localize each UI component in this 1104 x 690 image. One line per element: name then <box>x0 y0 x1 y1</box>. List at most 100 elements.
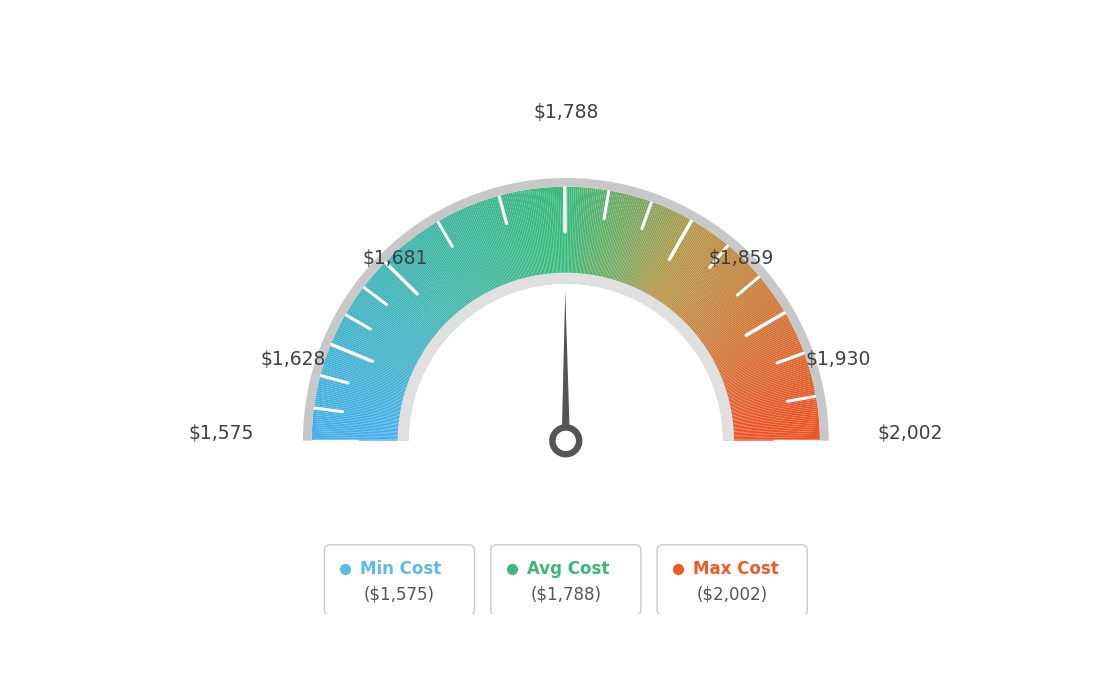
Wedge shape <box>721 401 817 417</box>
Wedge shape <box>517 191 537 287</box>
Wedge shape <box>412 237 471 316</box>
Wedge shape <box>333 336 423 377</box>
Wedge shape <box>470 205 508 295</box>
Wedge shape <box>381 266 453 333</box>
Wedge shape <box>691 286 769 346</box>
Wedge shape <box>709 335 797 376</box>
Wedge shape <box>534 188 548 285</box>
Wedge shape <box>689 282 765 344</box>
Wedge shape <box>407 241 468 318</box>
Wedge shape <box>643 219 692 304</box>
Wedge shape <box>657 234 715 314</box>
Wedge shape <box>698 303 781 357</box>
Wedge shape <box>418 233 476 313</box>
Wedge shape <box>370 277 446 341</box>
Wedge shape <box>401 246 465 322</box>
Wedge shape <box>505 194 529 288</box>
Wedge shape <box>689 284 766 344</box>
Wedge shape <box>350 305 433 357</box>
Wedge shape <box>598 193 622 288</box>
Wedge shape <box>393 253 460 326</box>
Wedge shape <box>450 213 496 301</box>
Wedge shape <box>699 305 782 357</box>
Wedge shape <box>673 255 741 327</box>
Wedge shape <box>420 232 477 313</box>
Wedge shape <box>317 389 412 411</box>
Wedge shape <box>697 299 778 355</box>
Wedge shape <box>343 317 428 365</box>
Wedge shape <box>468 206 507 296</box>
Wedge shape <box>351 303 434 357</box>
Wedge shape <box>426 228 480 310</box>
Wedge shape <box>552 187 559 284</box>
Wedge shape <box>625 206 664 296</box>
Wedge shape <box>365 284 443 344</box>
Wedge shape <box>315 397 411 415</box>
Wedge shape <box>322 366 416 396</box>
Wedge shape <box>721 403 817 419</box>
Wedge shape <box>317 386 413 408</box>
Wedge shape <box>514 192 535 287</box>
Wedge shape <box>719 386 815 408</box>
Wedge shape <box>696 297 776 353</box>
Wedge shape <box>375 271 449 337</box>
Wedge shape <box>435 222 486 306</box>
Wedge shape <box>565 187 567 284</box>
Wedge shape <box>325 360 417 393</box>
Wedge shape <box>453 213 497 300</box>
Wedge shape <box>591 190 607 286</box>
Wedge shape <box>331 342 421 381</box>
Wedge shape <box>680 267 753 334</box>
Wedge shape <box>474 203 510 295</box>
Wedge shape <box>392 254 459 326</box>
Wedge shape <box>572 187 577 284</box>
Text: $1,575: $1,575 <box>189 424 254 444</box>
Wedge shape <box>722 407 818 421</box>
Wedge shape <box>416 234 475 314</box>
Text: $1,788: $1,788 <box>533 104 598 122</box>
Wedge shape <box>722 411 818 424</box>
Wedge shape <box>686 276 761 339</box>
Wedge shape <box>530 189 545 286</box>
Wedge shape <box>714 360 807 393</box>
Wedge shape <box>721 399 817 416</box>
Wedge shape <box>330 344 421 382</box>
Wedge shape <box>628 208 669 297</box>
Wedge shape <box>428 226 481 309</box>
Wedge shape <box>690 285 767 346</box>
Wedge shape <box>570 187 574 284</box>
Wedge shape <box>665 244 728 320</box>
Wedge shape <box>595 191 615 287</box>
Wedge shape <box>606 195 633 289</box>
Wedge shape <box>447 215 493 302</box>
Wedge shape <box>314 407 410 421</box>
Wedge shape <box>612 198 643 291</box>
Wedge shape <box>713 351 804 386</box>
Wedge shape <box>588 189 604 286</box>
Wedge shape <box>360 290 439 348</box>
Wedge shape <box>722 415 819 426</box>
Wedge shape <box>507 193 530 288</box>
Wedge shape <box>723 425 819 432</box>
Wedge shape <box>635 213 679 300</box>
Wedge shape <box>586 189 602 286</box>
Wedge shape <box>538 188 550 285</box>
Wedge shape <box>499 195 526 289</box>
Wedge shape <box>423 230 478 311</box>
Wedge shape <box>338 327 425 372</box>
Wedge shape <box>368 280 444 343</box>
Wedge shape <box>320 372 415 400</box>
Wedge shape <box>713 355 806 388</box>
Wedge shape <box>502 195 528 288</box>
Wedge shape <box>631 210 673 299</box>
Wedge shape <box>329 346 421 383</box>
Wedge shape <box>652 228 707 310</box>
Wedge shape <box>348 308 432 359</box>
Wedge shape <box>312 419 410 428</box>
Wedge shape <box>604 195 629 288</box>
Wedge shape <box>664 241 724 318</box>
Wedge shape <box>371 276 446 339</box>
Wedge shape <box>682 271 756 337</box>
Wedge shape <box>629 208 670 297</box>
Wedge shape <box>396 250 461 324</box>
